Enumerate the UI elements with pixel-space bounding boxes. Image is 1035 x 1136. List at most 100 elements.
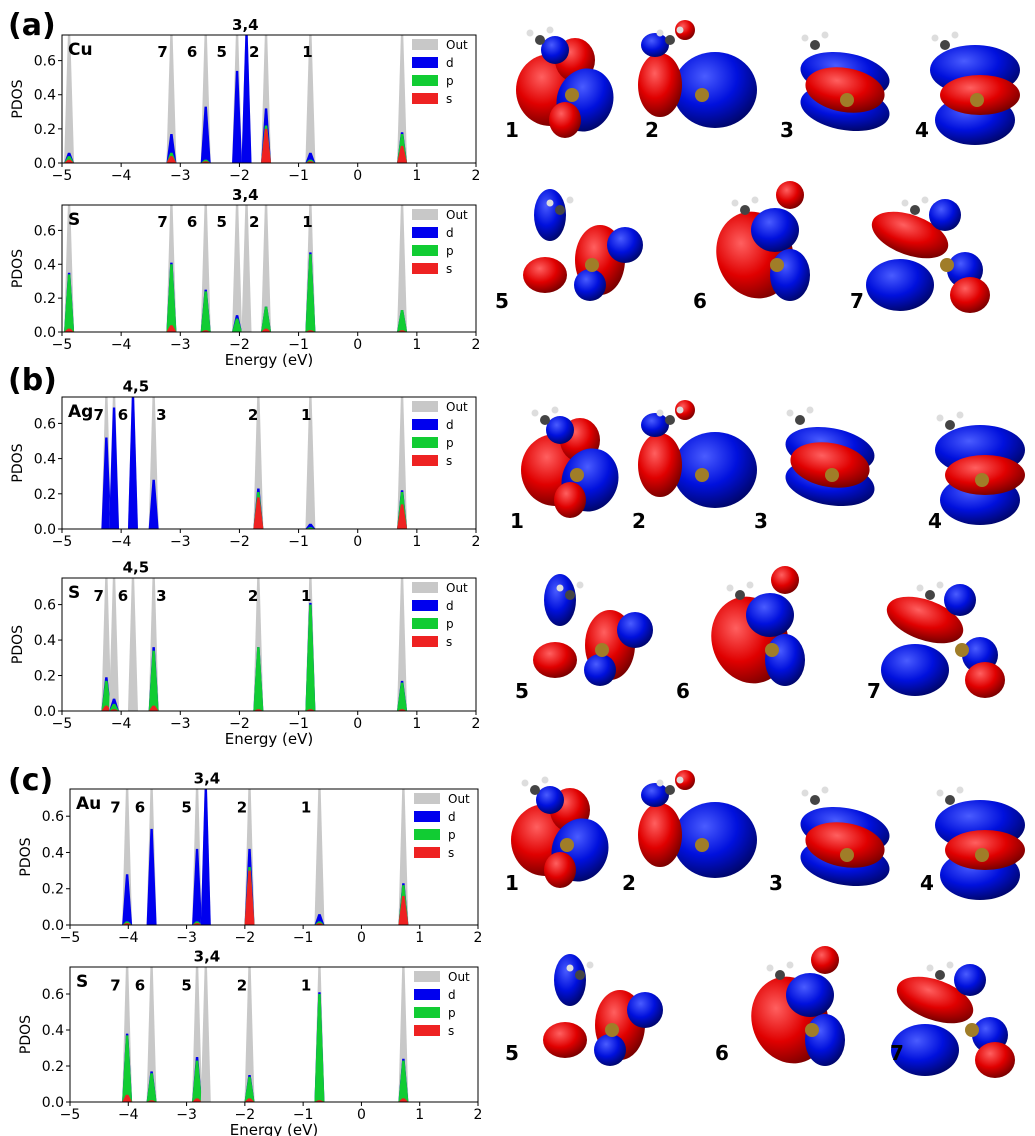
orbital-isosurface: 6	[676, 566, 805, 703]
carbon-atom	[555, 205, 565, 215]
x-tick-label: −2	[235, 1107, 256, 1123]
peak-d	[148, 479, 159, 529]
element-label: Cu	[68, 40, 93, 60]
y-tick-label: 0.6	[34, 223, 56, 239]
y-tick-label: 0.0	[34, 325, 56, 341]
orbital-panel-0: 1 2 3 4 5 6 7	[495, 20, 1020, 313]
orbital-panel-1: 1 2 3 4 5 6 7	[510, 400, 1025, 703]
peak-s	[397, 504, 408, 529]
x-tick-label: −2	[235, 930, 256, 946]
orbital-peak-label: 1	[301, 587, 311, 605]
peak-s	[261, 128, 272, 163]
y-tick-label: 0.2	[42, 882, 64, 898]
x-tick-label: 0	[357, 1107, 366, 1123]
peak-p	[397, 309, 408, 332]
legend-label: Out	[446, 400, 468, 414]
orbital-isosurface: 4	[920, 786, 1025, 900]
hydrogen-atom	[566, 196, 574, 204]
peak-out	[261, 205, 272, 332]
x-axis-label: Energy (eV)	[225, 730, 313, 748]
orbital-peak-label: 6	[187, 213, 197, 231]
orbital-number: 5	[515, 679, 529, 703]
x-tick-label: −2	[229, 337, 250, 353]
blue-lobe	[541, 36, 569, 64]
peak-d	[200, 789, 211, 925]
metal-atom	[605, 1023, 619, 1037]
peak-d	[146, 828, 157, 925]
red-lobe	[805, 67, 885, 113]
peak-out	[232, 205, 243, 332]
panel-letter: (b)	[8, 363, 57, 398]
peak-d	[109, 407, 120, 529]
orbital-isosurface: 7	[867, 581, 1005, 703]
orbital-isosurface: 5	[505, 954, 663, 1066]
legend-swatch	[414, 793, 440, 804]
hydrogen-atom	[916, 584, 924, 592]
orbital-number: 7	[850, 289, 864, 313]
peak-out	[305, 397, 316, 529]
blue-lobe	[770, 249, 810, 301]
hydrogen-atom	[766, 964, 774, 972]
orbital-panel-2: 1 2 3 4 5 6 7	[505, 770, 1025, 1078]
orbital-number: 4	[915, 118, 929, 142]
peak-p	[398, 1060, 409, 1102]
legend-label: d	[446, 56, 454, 70]
x-tick-label: 0	[353, 716, 362, 732]
orbital-peak-label: 4,5	[123, 559, 150, 577]
orbital-peak-label: 3,4	[232, 186, 259, 204]
peak-p	[253, 647, 264, 711]
blue-lobe	[866, 259, 934, 311]
y-tick-label: 0.4	[34, 257, 56, 273]
peak-s	[64, 159, 75, 163]
orbital-number: 5	[505, 1041, 519, 1065]
element-label: Ag	[68, 402, 93, 422]
orbital-peak-label: 3,4	[194, 770, 221, 788]
peak-out	[148, 397, 159, 529]
carbon-atom	[795, 415, 805, 425]
orbital-number: 6	[676, 679, 690, 703]
hydrogen-atom	[821, 786, 829, 794]
legend-label: s	[446, 454, 452, 468]
y-axis-label: PDOS	[18, 837, 34, 876]
peak-out	[397, 397, 408, 529]
legend-label: Out	[446, 581, 468, 595]
red-lobe	[675, 20, 695, 40]
hydrogen-atom	[731, 199, 739, 207]
orbital-peak-label: 6	[135, 799, 145, 817]
legend-label: p	[446, 617, 454, 631]
x-tick-label: −1	[293, 1107, 314, 1123]
metal-atom	[955, 643, 969, 657]
red-lobe	[543, 1022, 587, 1058]
panel-letter: (a)	[8, 8, 56, 43]
red-lobe	[965, 662, 1005, 698]
x-tick-label: −4	[118, 1107, 139, 1123]
peak-d	[166, 133, 177, 163]
hydrogen-atom	[956, 786, 964, 794]
blue-lobe	[534, 189, 566, 241]
y-axis-label: PDOS	[10, 249, 26, 288]
orbital-peak-label: 1	[301, 976, 311, 994]
carbon-atom	[530, 785, 540, 795]
orbital-isosurface: 1	[510, 406, 619, 533]
hydrogen-atom	[926, 964, 934, 972]
orbital-isosurface: 3	[769, 786, 890, 895]
orbital-isosurface: 5	[515, 574, 653, 703]
x-tick-label: 1	[412, 168, 421, 184]
axes-frame	[61, 577, 477, 712]
legend-label: p	[446, 74, 454, 88]
metal-atom	[840, 93, 854, 107]
hydrogen-atom	[541, 776, 549, 784]
orbital-isosurface: 2	[632, 400, 757, 533]
legend-swatch	[412, 455, 438, 466]
pdos-plot: −5 −4 −3 −2 −1 0 1 2 0.0 0.2 0.4 0.6 PDOS Energy (eV)…	[10, 559, 480, 748]
hydrogen-atom	[786, 409, 794, 417]
x-tick-label: −2	[229, 534, 250, 550]
blue-lobe	[574, 269, 606, 301]
axes-frame	[61, 34, 477, 164]
peak-out	[314, 789, 325, 925]
orbital-isosurface: 2	[638, 20, 757, 142]
orbital-peak-label: 2	[237, 799, 247, 817]
red-lobe	[790, 442, 870, 488]
x-tick-label: −4	[111, 168, 132, 184]
x-tick-label: −1	[293, 930, 314, 946]
